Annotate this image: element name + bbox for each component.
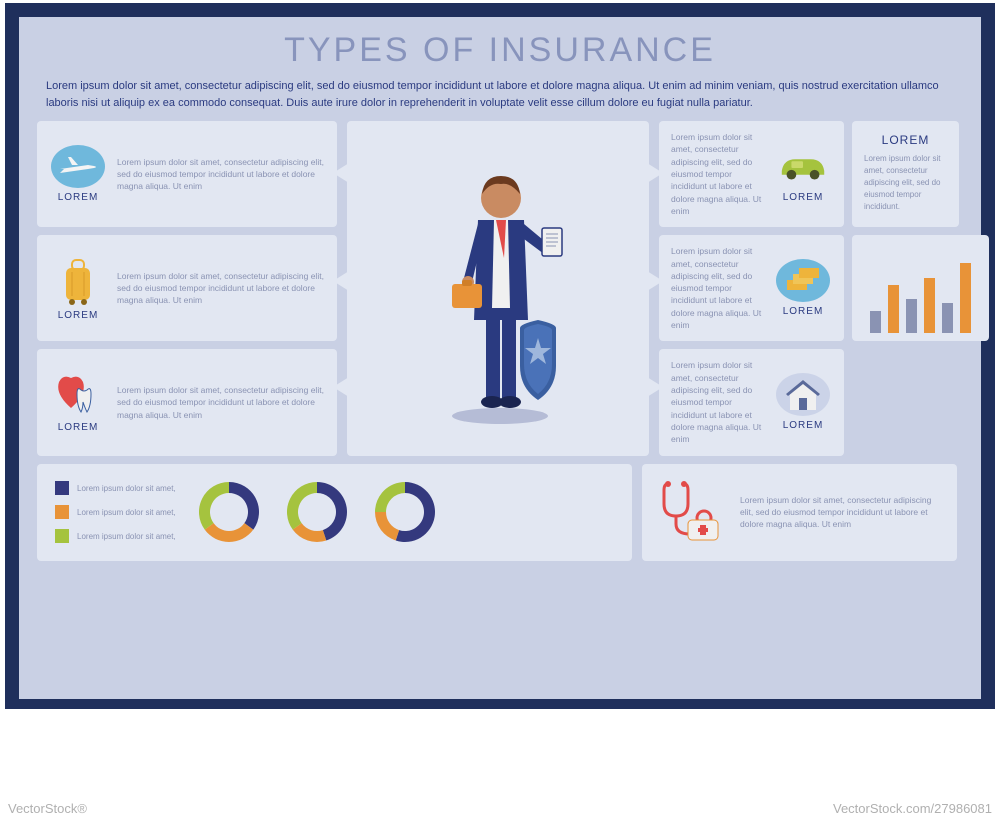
center-illustration bbox=[347, 121, 649, 456]
card-luggage: LOREM Lorem ipsum dolor sit amet, consec… bbox=[37, 235, 337, 341]
bar-chart bbox=[852, 235, 989, 341]
card-finance: LOREM Lorem ipsum dolor sit amet, consec… bbox=[659, 235, 844, 341]
stethoscope-icon bbox=[656, 478, 726, 547]
card-travel: LOREM Lorem ipsum dolor sit amet, consec… bbox=[37, 121, 337, 227]
card-text: Lorem ipsum dolor sit amet, consectetur … bbox=[117, 384, 325, 421]
watermark-left: VectorStock® bbox=[8, 801, 87, 816]
outer-frame: TYPES OF INSURANCE Lorem ipsum dolor sit… bbox=[5, 3, 995, 709]
legend: Lorem ipsum dolor sit amet,Lorem ipsum d… bbox=[55, 481, 176, 543]
card-home: LOREM Lorem ipsum dolor sit amet, consec… bbox=[659, 349, 844, 455]
card-auto: LOREM Lorem ipsum dolor sit amet, consec… bbox=[659, 121, 844, 227]
side-lorem-card: LOREM Lorem ipsum dolor sit amet, consec… bbox=[852, 121, 959, 227]
inner-panel: TYPES OF INSURANCE Lorem ipsum dolor sit… bbox=[19, 17, 981, 699]
house-icon: LOREM bbox=[774, 373, 832, 431]
airplane-icon: LOREM bbox=[49, 145, 107, 203]
money-icon: LOREM bbox=[774, 259, 832, 317]
header: TYPES OF INSURANCE bbox=[37, 17, 963, 78]
card-text: Lorem ipsum dolor sit amet, consectetur … bbox=[117, 156, 325, 193]
card-text: Lorem ipsum dolor sit amet, consectetur … bbox=[671, 359, 764, 445]
businessman-icon bbox=[428, 148, 568, 428]
cards-grid: LOREM Lorem ipsum dolor sit amet, consec… bbox=[37, 121, 963, 456]
page-title: TYPES OF INSURANCE bbox=[37, 31, 963, 70]
card-text: Lorem ipsum dolor sit amet, consectetur … bbox=[671, 245, 764, 331]
donut-chart-panel: Lorem ipsum dolor sit amet,Lorem ipsum d… bbox=[37, 464, 632, 561]
card-text: Lorem ipsum dolor sit amet, consectetur … bbox=[117, 270, 325, 307]
medical-text: Lorem ipsum dolor sit amet, consectetur … bbox=[740, 494, 943, 531]
medical-card: Lorem ipsum dolor sit amet, consectetur … bbox=[642, 464, 957, 561]
bottom-row: Lorem ipsum dolor sit amet,Lorem ipsum d… bbox=[37, 464, 963, 561]
car-icon: LOREM bbox=[774, 145, 832, 203]
suitcase-icon: LOREM bbox=[49, 259, 107, 317]
card-health: LOREM Lorem ipsum dolor sit amet, consec… bbox=[37, 349, 337, 455]
watermark-right: VectorStock.com/27986081 bbox=[833, 801, 992, 816]
intro-text: Lorem ipsum dolor sit amet, consectetur … bbox=[40, 78, 960, 121]
card-text: Lorem ipsum dolor sit amet, consectetur … bbox=[671, 131, 764, 217]
heart-tooth-icon: LOREM bbox=[49, 373, 107, 431]
